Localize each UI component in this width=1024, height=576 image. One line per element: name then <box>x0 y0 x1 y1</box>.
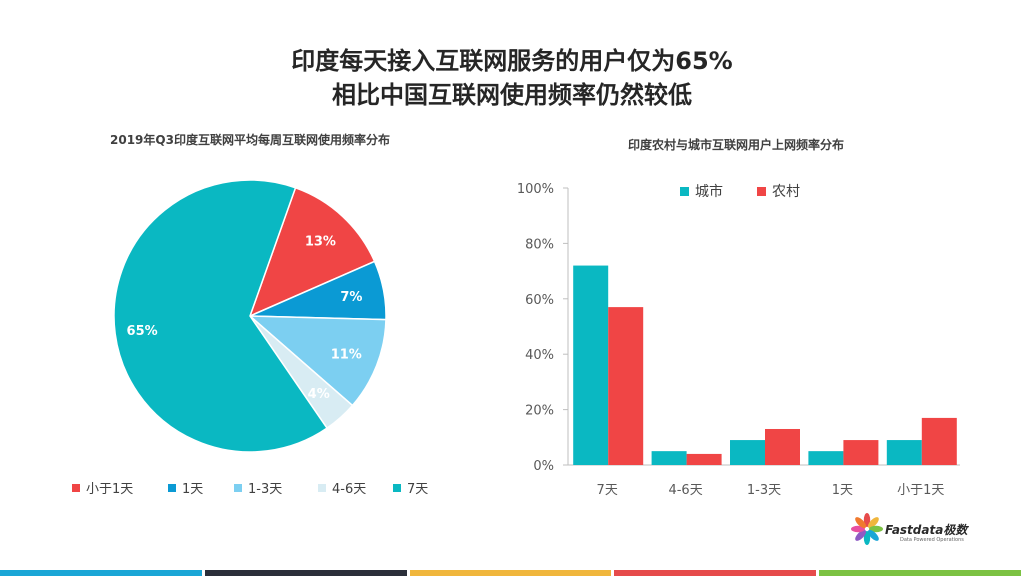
legend-swatch <box>757 186 766 196</box>
bottom-strip-segment <box>614 570 817 576</box>
x-tick-label: 4-6天 <box>668 483 702 498</box>
pie-legend-item: 1天 <box>168 478 203 497</box>
y-tick-label: 20% <box>525 404 554 419</box>
logo-name: Fastdata极数 <box>885 523 968 537</box>
pie-legend-item: 4-6天 <box>318 478 366 497</box>
bar-rural <box>686 453 722 465</box>
legend-swatch <box>318 483 326 492</box>
y-tick-label: 80% <box>525 237 554 252</box>
legend-label: 4-6天 <box>332 482 367 497</box>
legend-swatch <box>393 483 401 492</box>
pie-slice <box>247 315 387 407</box>
x-tick-label: 小于1天 <box>897 483 944 498</box>
bar-city <box>886 440 922 465</box>
bar-city <box>808 451 844 465</box>
pie-slice-label: 65% <box>127 324 158 339</box>
bar-city <box>573 265 609 465</box>
legend-label: 城市 <box>695 184 723 200</box>
y-tick-label: 40% <box>525 348 554 363</box>
bar-chart-title: 印度农村与城市互联网用户上网频率分布 <box>628 138 845 152</box>
bar-rural <box>921 417 957 465</box>
legend-label: 小于1天 <box>86 482 134 497</box>
y-tick-label: 0% <box>533 459 554 474</box>
pie-legend-item: 1-3天 <box>234 478 282 497</box>
legend-swatch <box>234 483 242 492</box>
bar-city <box>651 451 687 465</box>
legend-label: 1天 <box>182 482 204 497</box>
legend-swatch <box>168 483 176 492</box>
bar-legend-item: 城市 <box>680 181 723 201</box>
bar-city <box>730 440 765 465</box>
logo-tagline: Data Powered Operations <box>900 537 964 543</box>
fastdata-logo-icon <box>851 513 883 545</box>
page-title-line-1: 印度每天接入互联网服务的用户仅为65% <box>291 47 733 75</box>
pie-slice <box>248 186 376 318</box>
bottom-strip-segment <box>409 570 612 576</box>
bottom-strip-segment <box>204 570 407 576</box>
legend-swatch <box>72 483 80 492</box>
legend-label: 1-3天 <box>248 482 283 497</box>
bar-rural <box>765 428 800 465</box>
legend-label: 农村 <box>772 184 800 200</box>
y-tick-label: 100% <box>517 182 554 197</box>
pie-slice <box>113 179 329 453</box>
x-tick-label: 1-3天 <box>747 483 781 498</box>
pie-chart-title: 2019年Q3印度互联网平均每周互联网使用频率分布 <box>110 133 390 147</box>
pie-slice-label: 4% <box>308 387 330 402</box>
pie-slice-label: 7% <box>340 290 362 305</box>
bar-rural <box>843 440 879 465</box>
x-tick-label: 7天 <box>597 483 618 498</box>
bar-legend-item: 农村 <box>757 181 800 201</box>
pie-legend-item: 小于1天 <box>72 478 133 497</box>
pie-slice-label: 13% <box>305 234 336 249</box>
bar-rural <box>608 307 644 465</box>
pie-legend-item: 7天 <box>393 478 428 497</box>
page-title-line-2: 相比中国互联网使用频率仍然较低 <box>332 81 692 109</box>
x-tick-label: 1天 <box>832 483 853 498</box>
legend-label: 7天 <box>407 482 429 497</box>
legend-swatch <box>680 186 689 196</box>
bottom-strip-segment <box>819 570 1021 576</box>
bottom-strip-segment <box>0 570 202 576</box>
pie-slice-label: 11% <box>331 348 362 363</box>
y-tick-label: 60% <box>525 293 554 308</box>
